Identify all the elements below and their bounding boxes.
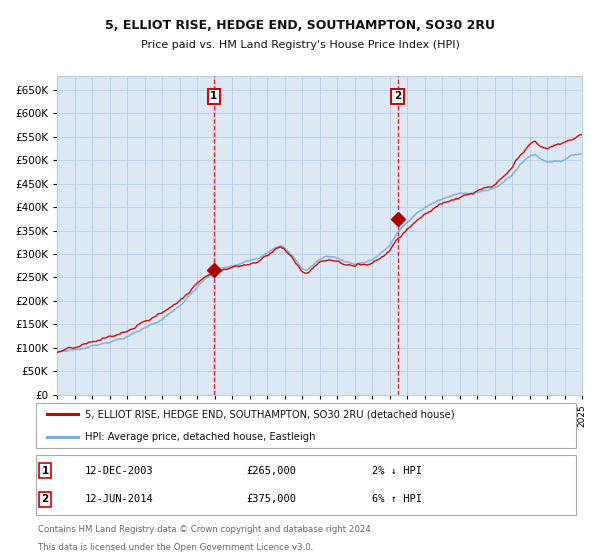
FancyBboxPatch shape [36,403,576,448]
Text: 2: 2 [41,494,49,505]
Text: Contains HM Land Registry data © Crown copyright and database right 2024.: Contains HM Land Registry data © Crown c… [38,525,374,534]
Text: 1: 1 [210,91,217,101]
Text: Price paid vs. HM Land Registry's House Price Index (HPI): Price paid vs. HM Land Registry's House … [140,40,460,50]
Text: 5, ELLIOT RISE, HEDGE END, SOUTHAMPTON, SO30 2RU (detached house): 5, ELLIOT RISE, HEDGE END, SOUTHAMPTON, … [85,409,454,419]
Text: 12-DEC-2003: 12-DEC-2003 [85,465,154,475]
Text: 2% ↓ HPI: 2% ↓ HPI [371,465,422,475]
Text: 2: 2 [394,91,401,101]
Text: HPI: Average price, detached house, Eastleigh: HPI: Average price, detached house, East… [85,432,316,442]
Text: £375,000: £375,000 [246,494,296,505]
Text: £265,000: £265,000 [246,465,296,475]
Text: 12-JUN-2014: 12-JUN-2014 [85,494,154,505]
Text: 5, ELLIOT RISE, HEDGE END, SOUTHAMPTON, SO30 2RU: 5, ELLIOT RISE, HEDGE END, SOUTHAMPTON, … [105,18,495,32]
FancyBboxPatch shape [36,455,576,515]
Text: 6% ↑ HPI: 6% ↑ HPI [371,494,422,505]
Text: 1: 1 [41,465,49,475]
Text: This data is licensed under the Open Government Licence v3.0.: This data is licensed under the Open Gov… [38,543,314,552]
